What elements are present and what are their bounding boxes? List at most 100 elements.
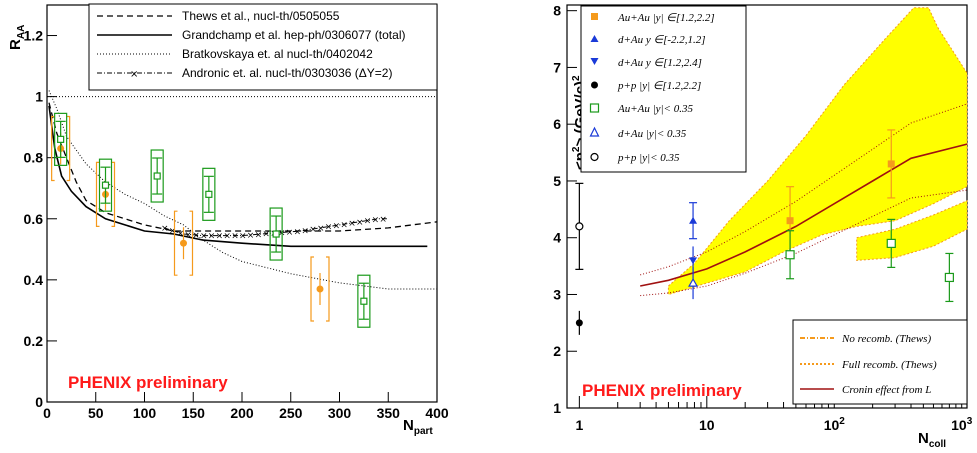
cronin-band-edge (640, 189, 968, 297)
right-model-bands (640, 7, 968, 297)
curve-bratkovskaya (48, 90, 437, 290)
legend-marker-auau-fwd (591, 13, 598, 20)
andronic-marker: × (333, 221, 341, 231)
andronic-marker: × (379, 215, 387, 225)
right-x-tick-label: 10 (699, 417, 715, 433)
right-legend-models-box (792, 319, 968, 405)
dau-mid-point (688, 277, 699, 287)
mid-data-point (360, 297, 368, 305)
legend-label-andronic: Andronic et. al. nucl-th/0303036 (ΔY=2) (182, 66, 392, 80)
andronic-marker: × (255, 230, 263, 240)
left-x-tick-label: 250 (279, 405, 303, 421)
pp-fwd-point (575, 319, 583, 327)
andronic-marker: × (286, 228, 294, 238)
mid-data-point (153, 172, 161, 180)
legend-label-auau-fwd: Au+Au |y| ∈[1.2,2.2] (617, 12, 715, 24)
full-recomb-band-upper (667, 7, 968, 296)
right-x-tick-label: 102 (824, 416, 846, 433)
right-annotation: PHENIX preliminary (582, 381, 742, 400)
right-xlabel: Ncoll (918, 430, 946, 450)
left-y-tick-label: 1.2 (24, 28, 44, 44)
legend-label-pp-mid: p+p |y|< 0.35 (617, 152, 680, 164)
andronic-marker: × (200, 232, 208, 242)
andronic-marker: × (247, 231, 255, 241)
andronic-marker: × (364, 217, 372, 227)
andronic-marker: × (177, 229, 185, 239)
auau-fwd-point (887, 160, 895, 168)
left-y-tick-label: 1 (35, 89, 43, 105)
left-x-tick-label: 350 (377, 405, 401, 421)
curve-grandchamp (48, 105, 428, 248)
mid-data-point (101, 181, 110, 189)
mid-systematic-box (98, 158, 113, 212)
dau-fwd-point (689, 257, 698, 265)
legend-label-thews: Thews et al., nucl-th/0505055 (182, 9, 340, 23)
left-x-tick-label: 100 (133, 405, 157, 421)
right-legend: Au+Au |y| ∈[1.2,2.2] d+Au y ∈[-2.2,1.2] … (580, 5, 747, 173)
right-x-tick-label: 103 (951, 416, 973, 433)
andronic-marker: × (216, 232, 224, 242)
andronic-marker: × (294, 227, 302, 237)
left-x-tick-label: 150 (182, 405, 206, 421)
dau-back-point (689, 216, 698, 224)
andronic-marker: × (161, 224, 169, 234)
right-y-tick-label: 5 (553, 173, 561, 189)
forward-systematic-bracket (51, 115, 71, 182)
left-ylabel: RAA (7, 25, 27, 50)
right-y-tick-label: 8 (553, 3, 561, 19)
legend-marker-pp-fwd (591, 81, 598, 89)
legend-marker-auau-mid (589, 103, 600, 113)
forward-data-point (316, 285, 324, 293)
left-x-tick-label: 300 (328, 405, 352, 421)
left-y-tick-label: 0.2 (24, 333, 44, 349)
right-y-tick-label: 1 (553, 400, 561, 416)
forward-data-point (180, 239, 187, 247)
mid-systematic-box (150, 149, 164, 203)
left-y-tick-label: 0.8 (24, 150, 44, 166)
mid-systematic-box (269, 207, 283, 261)
andronic-marker: × (317, 224, 325, 234)
forward-systematic-bracket (95, 161, 116, 227)
legend-label-cronin: Cronin effect from L (842, 384, 931, 396)
andronic-marker: × (356, 218, 364, 228)
auau-mid-point (944, 272, 954, 283)
mid-data-point (272, 230, 280, 238)
left-chart: 0 50 100 150 200 250 300 350 400 0 0.2 0.4 0.6 0.8 1 1… (7, 3, 449, 437)
left-y-tick-label: 0.6 (24, 211, 44, 227)
auau-fwd-point (786, 217, 794, 225)
forward-systematic-bracket (173, 210, 194, 276)
andronic-marker: × (301, 226, 309, 236)
left-legend-box (88, 3, 438, 91)
andronic-marker: × (239, 232, 247, 242)
forward-systematic-bracket (310, 256, 330, 322)
right-y-tick-label: 7 (553, 59, 561, 75)
legend-label-dau-mid: d+Au |y|< 0.35 (618, 128, 687, 140)
pp-mid-point (575, 222, 584, 231)
legend-label-dau-back: d+Au y ∈[-2.2,1.2] (618, 34, 706, 46)
auau-mid-point (785, 250, 795, 260)
legend-label-grandchamp: Grandchamp et al. hep-ph/0306077 (total) (182, 28, 405, 42)
left-data-points (51, 112, 371, 328)
legend-label-dau-fwd: d+Au y ∈[1.2,2.4] (618, 57, 702, 69)
left-x-tick-label: 200 (230, 405, 254, 421)
legend-marker-dau-fwd (590, 58, 599, 65)
right-y-tick-label: 3 (553, 286, 561, 302)
andronic-marker: × (223, 232, 231, 242)
right-y-tick-label: 2 (553, 343, 561, 359)
left-annotation: PHENIX preliminary (68, 373, 228, 392)
full-recomb-band-lower (856, 200, 968, 261)
right-y-tick-label: 4 (553, 230, 561, 246)
left-x-tick-label: 400 (425, 405, 449, 421)
auau-mid-point (886, 238, 896, 248)
right-x-tick-label: 1 (575, 417, 583, 433)
andronic-marker: × (208, 232, 216, 242)
legend-marker-dau-mid (589, 126, 600, 137)
left-x-ticks: 0 50 100 150 200 250 300 350 400 (43, 392, 449, 421)
andronic-marker: × (325, 223, 333, 233)
legend-label-no-recomb: No recomb. (Thews) (841, 333, 931, 345)
legend-label-pp-fwd: p+p |y| ∈[1.2,2.2] (617, 80, 701, 92)
left-y-tick-label: 0.4 (24, 272, 44, 288)
mid-data-point (205, 190, 213, 198)
